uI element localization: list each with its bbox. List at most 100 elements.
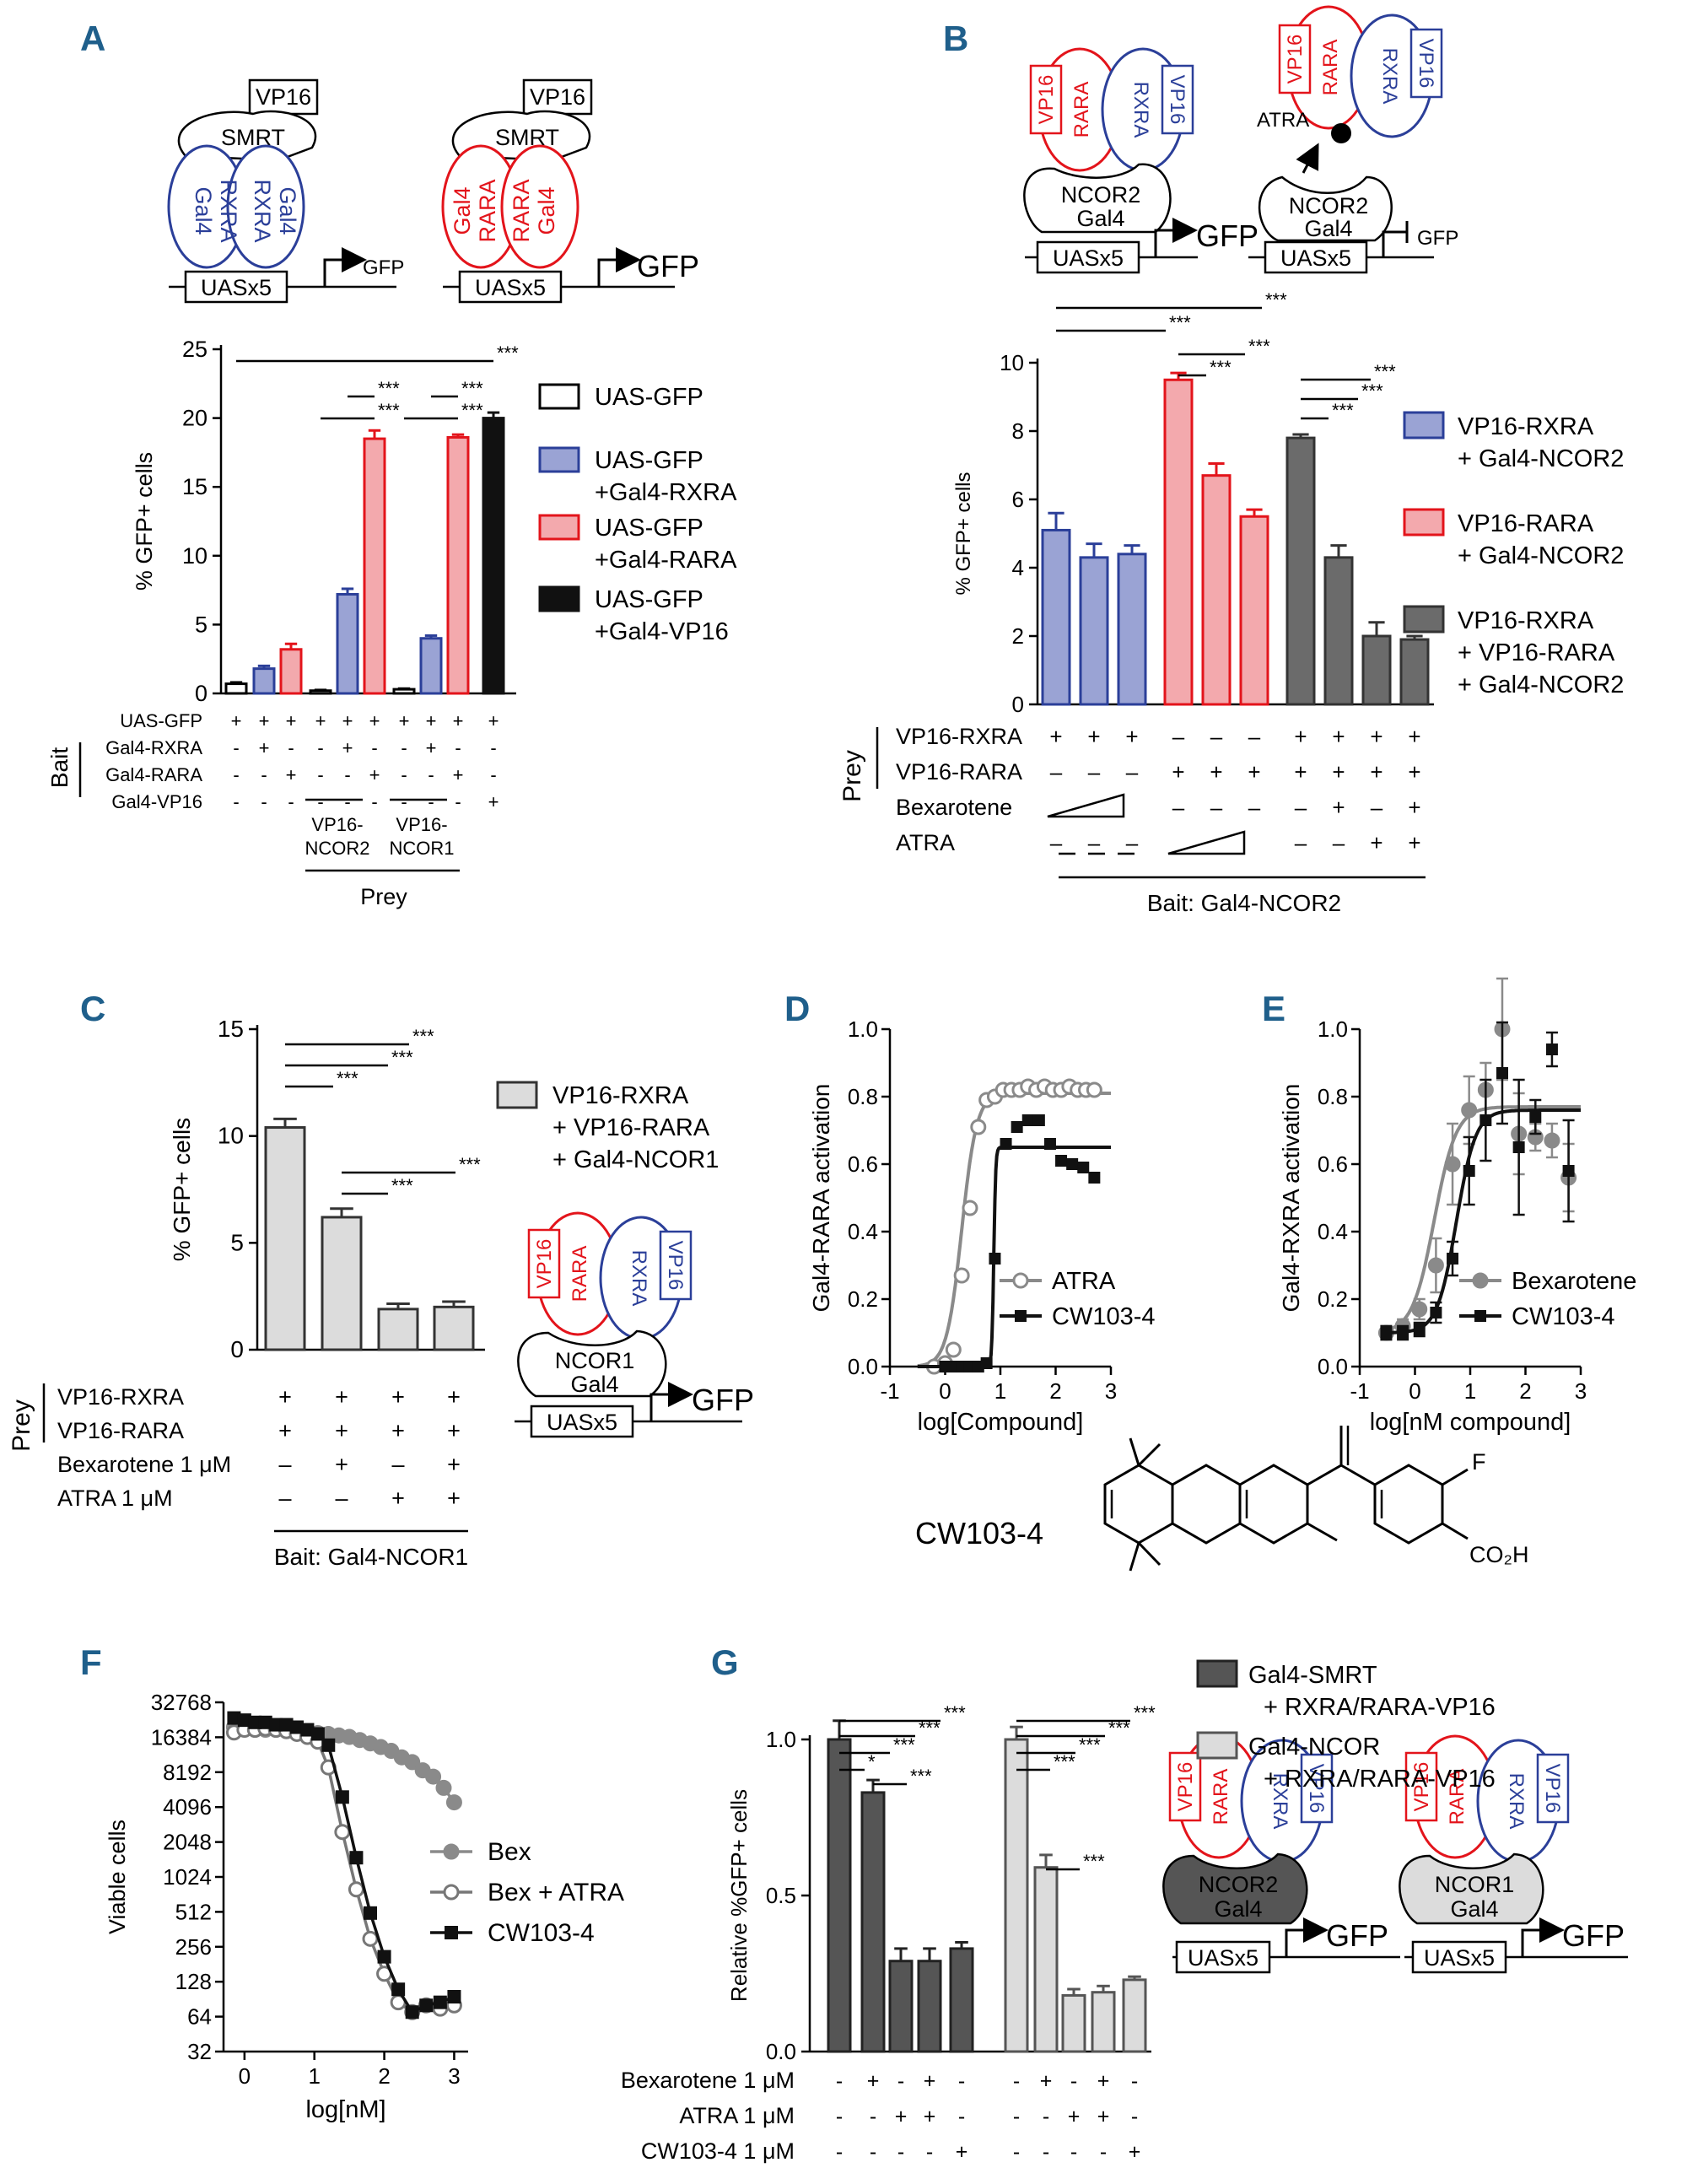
x-tick-label: 3: [1105, 1378, 1117, 1404]
rara-label: RARA: [1070, 82, 1093, 138]
y-tick-label: 0.0: [766, 2039, 796, 2064]
bar: [1361, 634, 1392, 706]
rxra-label: RXRA: [1269, 1773, 1291, 1830]
legend-label: CW103-4: [1052, 1303, 1156, 1330]
significance-stars: ***: [461, 378, 483, 399]
panel-label-c: C: [80, 989, 105, 1028]
fit-curve: [1387, 1105, 1581, 1332]
row-symbol: -: [455, 737, 461, 758]
significance-stars: ***: [1210, 357, 1232, 378]
row-symbol: -: [1013, 2069, 1020, 2093]
significance-stars: ***: [391, 1047, 413, 1068]
y-tick-label: 4096: [163, 1794, 212, 1820]
row-symbol: -: [371, 737, 377, 758]
gal4-label: Gal4: [534, 186, 559, 235]
row-symbol: -: [1131, 2105, 1138, 2128]
ncor2-shape: [1162, 1852, 1308, 1925]
uas-box: [1175, 1940, 1271, 1974]
data-point: [1043, 1138, 1056, 1150]
row-label: VP16-RXRA: [896, 724, 1022, 749]
row-symbol: +: [1294, 759, 1307, 785]
legend-label-group: UAS-GFP +Gal4-VP16: [595, 586, 729, 645]
row-symbol: –: [1126, 830, 1139, 855]
row-symbol: +: [453, 710, 464, 731]
x-tick-label: 1: [994, 1378, 1006, 1404]
y-tick-label: 0.0: [1318, 1354, 1348, 1379]
ncor1-label: NCOR1: [1435, 1872, 1515, 1897]
row-symbol: –: [391, 1452, 404, 1477]
uas-label: UASx5: [1280, 245, 1351, 271]
row-symbol: +: [867, 2069, 880, 2093]
y-tick-label: 0.4: [848, 1219, 878, 1244]
row-label: Gal4-RXRA: [105, 737, 202, 758]
row-symbol: +: [1248, 759, 1260, 785]
row-symbol: -: [836, 2069, 843, 2093]
row-symbol: –: [1210, 795, 1223, 820]
bait-label: Bait: Gal4-NCOR2: [1147, 890, 1341, 916]
vp16-label: VP16: [1284, 35, 1307, 84]
row-symbol: –: [335, 1486, 348, 1511]
row-symbol: +: [391, 1384, 405, 1410]
legend-swatch: [496, 1081, 538, 1109]
y-tick-label: 20: [182, 406, 208, 431]
rara-label: RARA: [475, 179, 500, 242]
y-axis-label: % GFP+ cells: [169, 1118, 195, 1261]
y-tick-label: 0.6: [848, 1151, 878, 1177]
legend-swatch: [538, 514, 580, 541]
bar: [1163, 378, 1194, 706]
legend-label-group: UAS-GFP +Gal4-RARA: [595, 515, 737, 574]
bar: [377, 1308, 419, 1351]
x-tick-label: 2: [1519, 1378, 1531, 1404]
rxra-label: RXRA: [628, 1250, 650, 1307]
row-symbol: -: [288, 791, 294, 812]
data-point: [419, 1998, 434, 2013]
legend-marker: [1015, 1310, 1027, 1322]
row-symbol: –: [1088, 830, 1101, 855]
y-tick-label: 16384: [151, 1724, 212, 1750]
repressed-arrow: [1382, 221, 1409, 257]
bar: [1122, 1978, 1147, 2053]
row-symbol: +: [391, 1418, 405, 1443]
row-symbol: +: [369, 764, 380, 785]
row-symbol: -: [261, 791, 267, 812]
x-tick-label: -1: [1350, 1378, 1369, 1404]
ncor2-label: NCOR2: [1199, 1872, 1279, 1897]
legend-label: Bex: [488, 1838, 531, 1866]
row-symbol: +: [1040, 2069, 1053, 2093]
y-tick-label: 0: [230, 1336, 244, 1362]
row-symbol: -: [261, 764, 267, 785]
data-point: [1380, 1327, 1393, 1339]
diagram-b-atra: VP16 RARA RXRA VP16 ATRA NCOR2 Gal4 UASx…: [1248, 5, 1458, 274]
row-symbol: +: [1172, 759, 1184, 785]
bar: [224, 682, 248, 695]
gfp-label-small: GFP: [1417, 227, 1458, 250]
bar: [279, 648, 303, 695]
bar: [446, 435, 470, 695]
dose-wedge: [1167, 830, 1246, 855]
row-symbol: +: [924, 2105, 936, 2128]
significance-stars: ***: [459, 1154, 481, 1175]
bar: [363, 437, 386, 695]
atra-arrow: [1296, 143, 1319, 174]
data-point: [1077, 1162, 1090, 1173]
y-tick-label: 0.2: [1318, 1286, 1348, 1312]
significance-stars: *: [868, 1751, 876, 1772]
y-tick-label: 32768: [151, 1690, 212, 1715]
bar: [392, 688, 416, 695]
y-axis-label: Gal4-RARA activation: [808, 1084, 834, 1313]
legend-label: + VP16-RARA: [552, 1114, 710, 1141]
legend-label-group: Gal4-NCOR + RXRA/RARA-VP16: [1248, 1734, 1496, 1793]
prey-group-label: NCOR2: [305, 838, 369, 859]
x-tick-label: -1: [880, 1378, 899, 1404]
row-symbol: -: [897, 2140, 904, 2164]
rxra-label: RXRA: [216, 179, 241, 242]
vp16-box: [1404, 1751, 1438, 1822]
uas-box: [1411, 1940, 1507, 1974]
rxra-right: [226, 144, 305, 269]
data-point: [1032, 1114, 1045, 1126]
x-tick-label: 2: [378, 2063, 390, 2089]
row-symbol: –: [1172, 724, 1185, 749]
row-symbol: +: [1332, 759, 1345, 785]
bar: [252, 667, 276, 695]
ncor2-label: NCOR2: [1289, 193, 1369, 218]
